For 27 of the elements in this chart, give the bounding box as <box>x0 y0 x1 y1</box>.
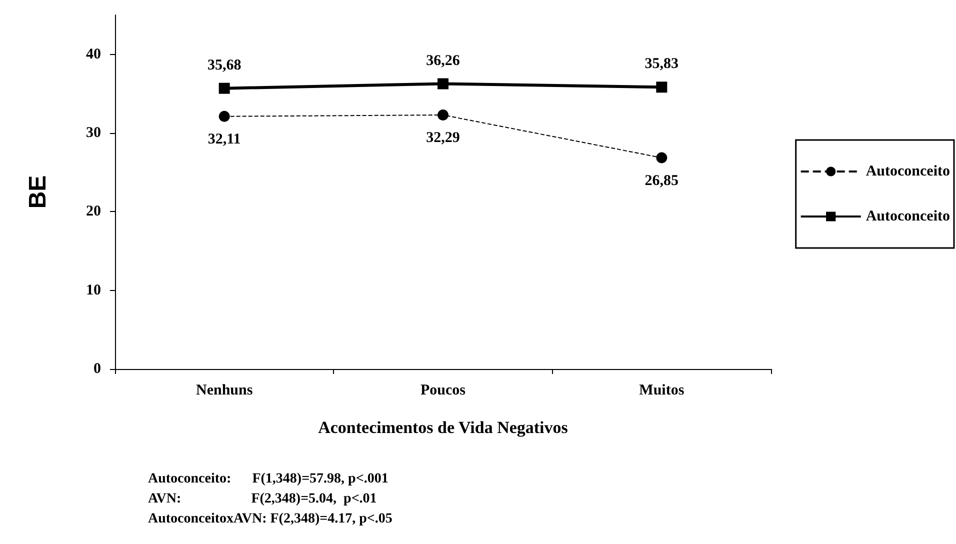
point <box>656 152 668 164</box>
y-tick-label: 20 <box>86 204 101 220</box>
text: Autoconceito: F(1,348)=57.98, p<.001 <box>148 472 388 486</box>
y-tick-label: 0 <box>94 361 101 377</box>
text: AVN: F(2,348)=5.04, p<.01 <box>148 492 377 506</box>
x-tick-label: Nenhuns <box>196 382 253 398</box>
point <box>438 109 448 120</box>
y-tick-label: 40 <box>86 46 101 62</box>
data-label: 35,83 <box>644 56 679 72</box>
y-tick-label: 30 <box>86 125 101 141</box>
x-axis-title: Acontecimentos de Vida Negativos <box>318 418 568 437</box>
legend-label: Autoconceito <box>866 208 950 224</box>
legend-label: Autoconceito <box>866 164 950 180</box>
data-label: 35,68 <box>207 57 242 74</box>
point <box>218 82 230 94</box>
text: AutoconceitoxAVN: F(2,348)=4.17, p<.05 <box>148 512 392 526</box>
y-tick-label: 10 <box>86 282 101 298</box>
y-axis-title: BE <box>24 175 52 209</box>
data-label: 26,85 <box>644 172 679 189</box>
point <box>656 82 668 93</box>
point <box>438 78 448 90</box>
data-label: 36,26 <box>426 52 460 69</box>
data-label: 32,11 <box>208 131 241 148</box>
x-tick-label: Poucos <box>420 382 466 398</box>
data-label: 32,29 <box>426 130 460 146</box>
x-tick-label: Muitos <box>639 382 684 398</box>
point <box>218 110 230 122</box>
